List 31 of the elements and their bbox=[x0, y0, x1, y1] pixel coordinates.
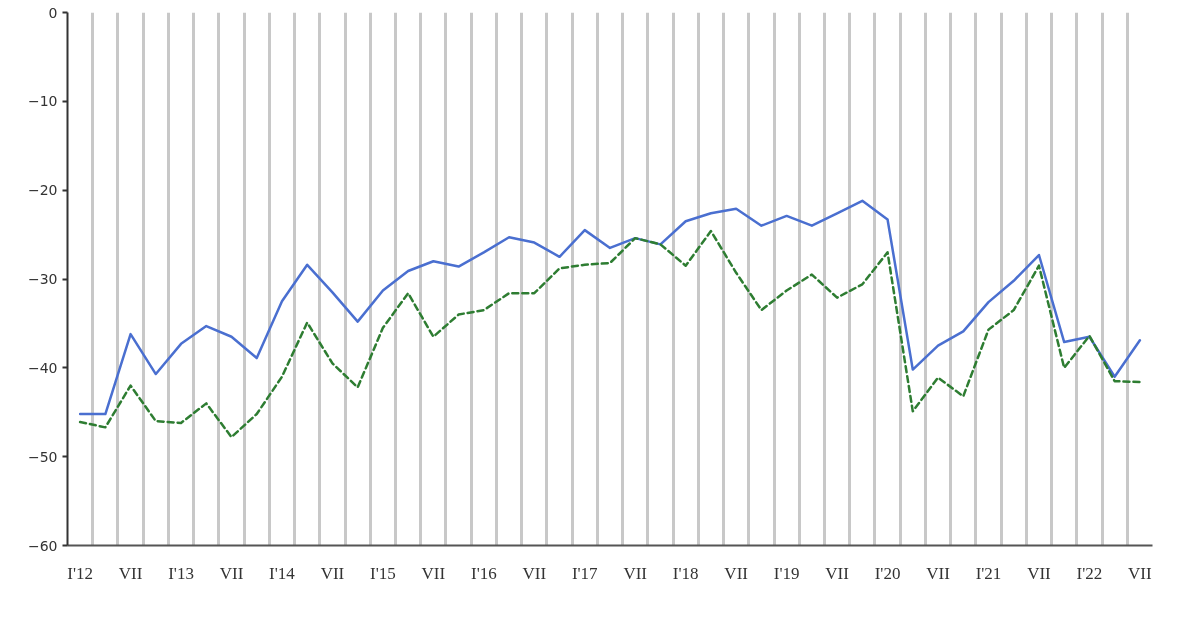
x-tick-label: VII bbox=[118, 563, 143, 583]
x-tick-label: I'19 bbox=[773, 563, 800, 583]
x-tick-label: I'15 bbox=[370, 563, 396, 583]
line-series bbox=[78, 199, 1142, 416]
x-tick-label: VII bbox=[623, 563, 648, 583]
x-tick-label: I'16 bbox=[470, 563, 497, 583]
x-tick-label: I'22 bbox=[1076, 563, 1103, 583]
y-tick-label: −40 bbox=[27, 359, 58, 376]
x-tick-label: I'12 bbox=[67, 563, 93, 583]
x-tick-label: I'13 bbox=[168, 563, 194, 583]
x-tick-label: VII bbox=[320, 563, 345, 583]
x-tick-label: VII bbox=[1128, 563, 1153, 583]
x-tick-label: VII bbox=[522, 563, 547, 583]
x-tick-label: I'17 bbox=[571, 563, 599, 583]
y-tick-label: −60 bbox=[27, 537, 58, 554]
y-tick-label: −10 bbox=[27, 93, 58, 110]
x-tick-label: VII bbox=[724, 563, 749, 583]
y-tick-label: 0 bbox=[48, 4, 58, 21]
line-series bbox=[78, 229, 1142, 439]
x-tick-label: VII bbox=[926, 563, 951, 583]
y-tick-label: −20 bbox=[27, 182, 58, 199]
x-tick-label: VII bbox=[219, 563, 244, 583]
x-tick-label: VII bbox=[1027, 563, 1052, 583]
x-tick-label: I'21 bbox=[975, 563, 1002, 583]
y-tick-label: −50 bbox=[27, 448, 58, 465]
x-tick-label: I'20 bbox=[874, 563, 901, 583]
y-tick-label: −30 bbox=[27, 271, 58, 287]
x-tick-label: VII bbox=[421, 563, 446, 583]
x-tick-label: VII bbox=[825, 563, 850, 583]
x-tick-label: I'14 bbox=[269, 563, 296, 583]
x-tick-label: I'18 bbox=[672, 563, 699, 583]
